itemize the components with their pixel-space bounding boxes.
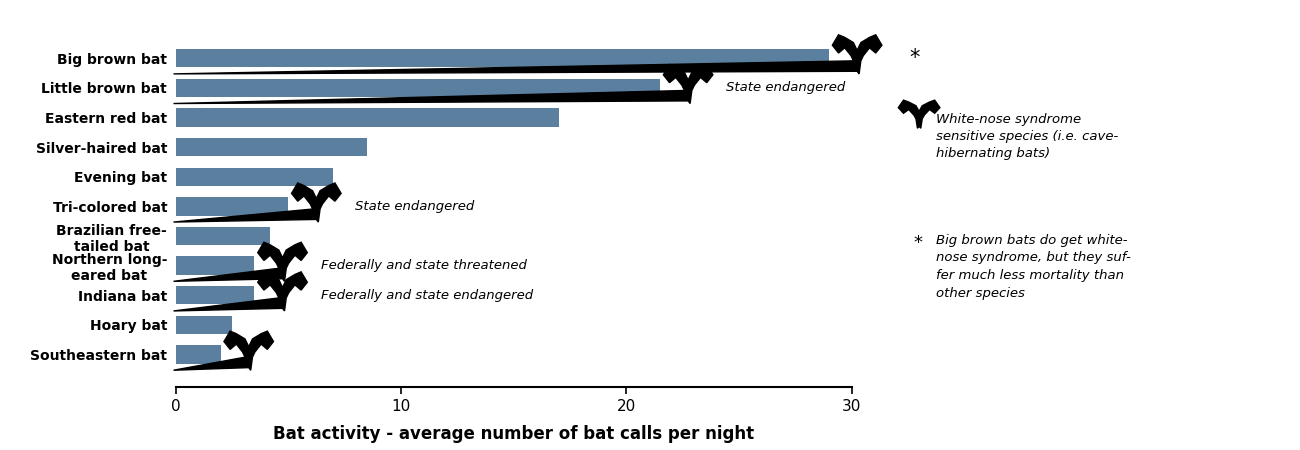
Bar: [176, 138, 367, 156]
Bar: [176, 49, 829, 68]
Polygon shape: [173, 242, 307, 281]
Polygon shape: [173, 64, 712, 104]
Polygon shape: [173, 331, 273, 370]
Text: *: *: [909, 48, 919, 68]
Bar: [176, 79, 660, 97]
Text: Federally and state endangered: Federally and state endangered: [321, 289, 533, 302]
Bar: [176, 167, 333, 186]
Polygon shape: [173, 272, 307, 311]
Bar: [176, 316, 231, 334]
Text: Big brown bats do get white-
nose syndrome, but they suf-
fer much less mortalit: Big brown bats do get white- nose syndro…: [936, 234, 1131, 300]
Text: *: *: [914, 234, 923, 252]
Text: State endangered: State endangered: [727, 81, 846, 94]
Text: Federally and state threatened: Federally and state threatened: [321, 259, 526, 272]
Bar: [176, 197, 289, 216]
Text: State endangered: State endangered: [355, 200, 474, 213]
Bar: [176, 256, 255, 275]
X-axis label: Bat activity - average number of bat calls per night: Bat activity - average number of bat cal…: [273, 425, 754, 443]
Bar: [176, 227, 270, 245]
Bar: [176, 286, 255, 305]
Text: White-nose syndrome
sensitive species (i.e. cave-
hibernating bats): White-nose syndrome sensitive species (i…: [936, 112, 1118, 161]
Bar: [176, 346, 221, 364]
Polygon shape: [173, 35, 881, 74]
Polygon shape: [173, 183, 341, 222]
Bar: [176, 108, 559, 127]
